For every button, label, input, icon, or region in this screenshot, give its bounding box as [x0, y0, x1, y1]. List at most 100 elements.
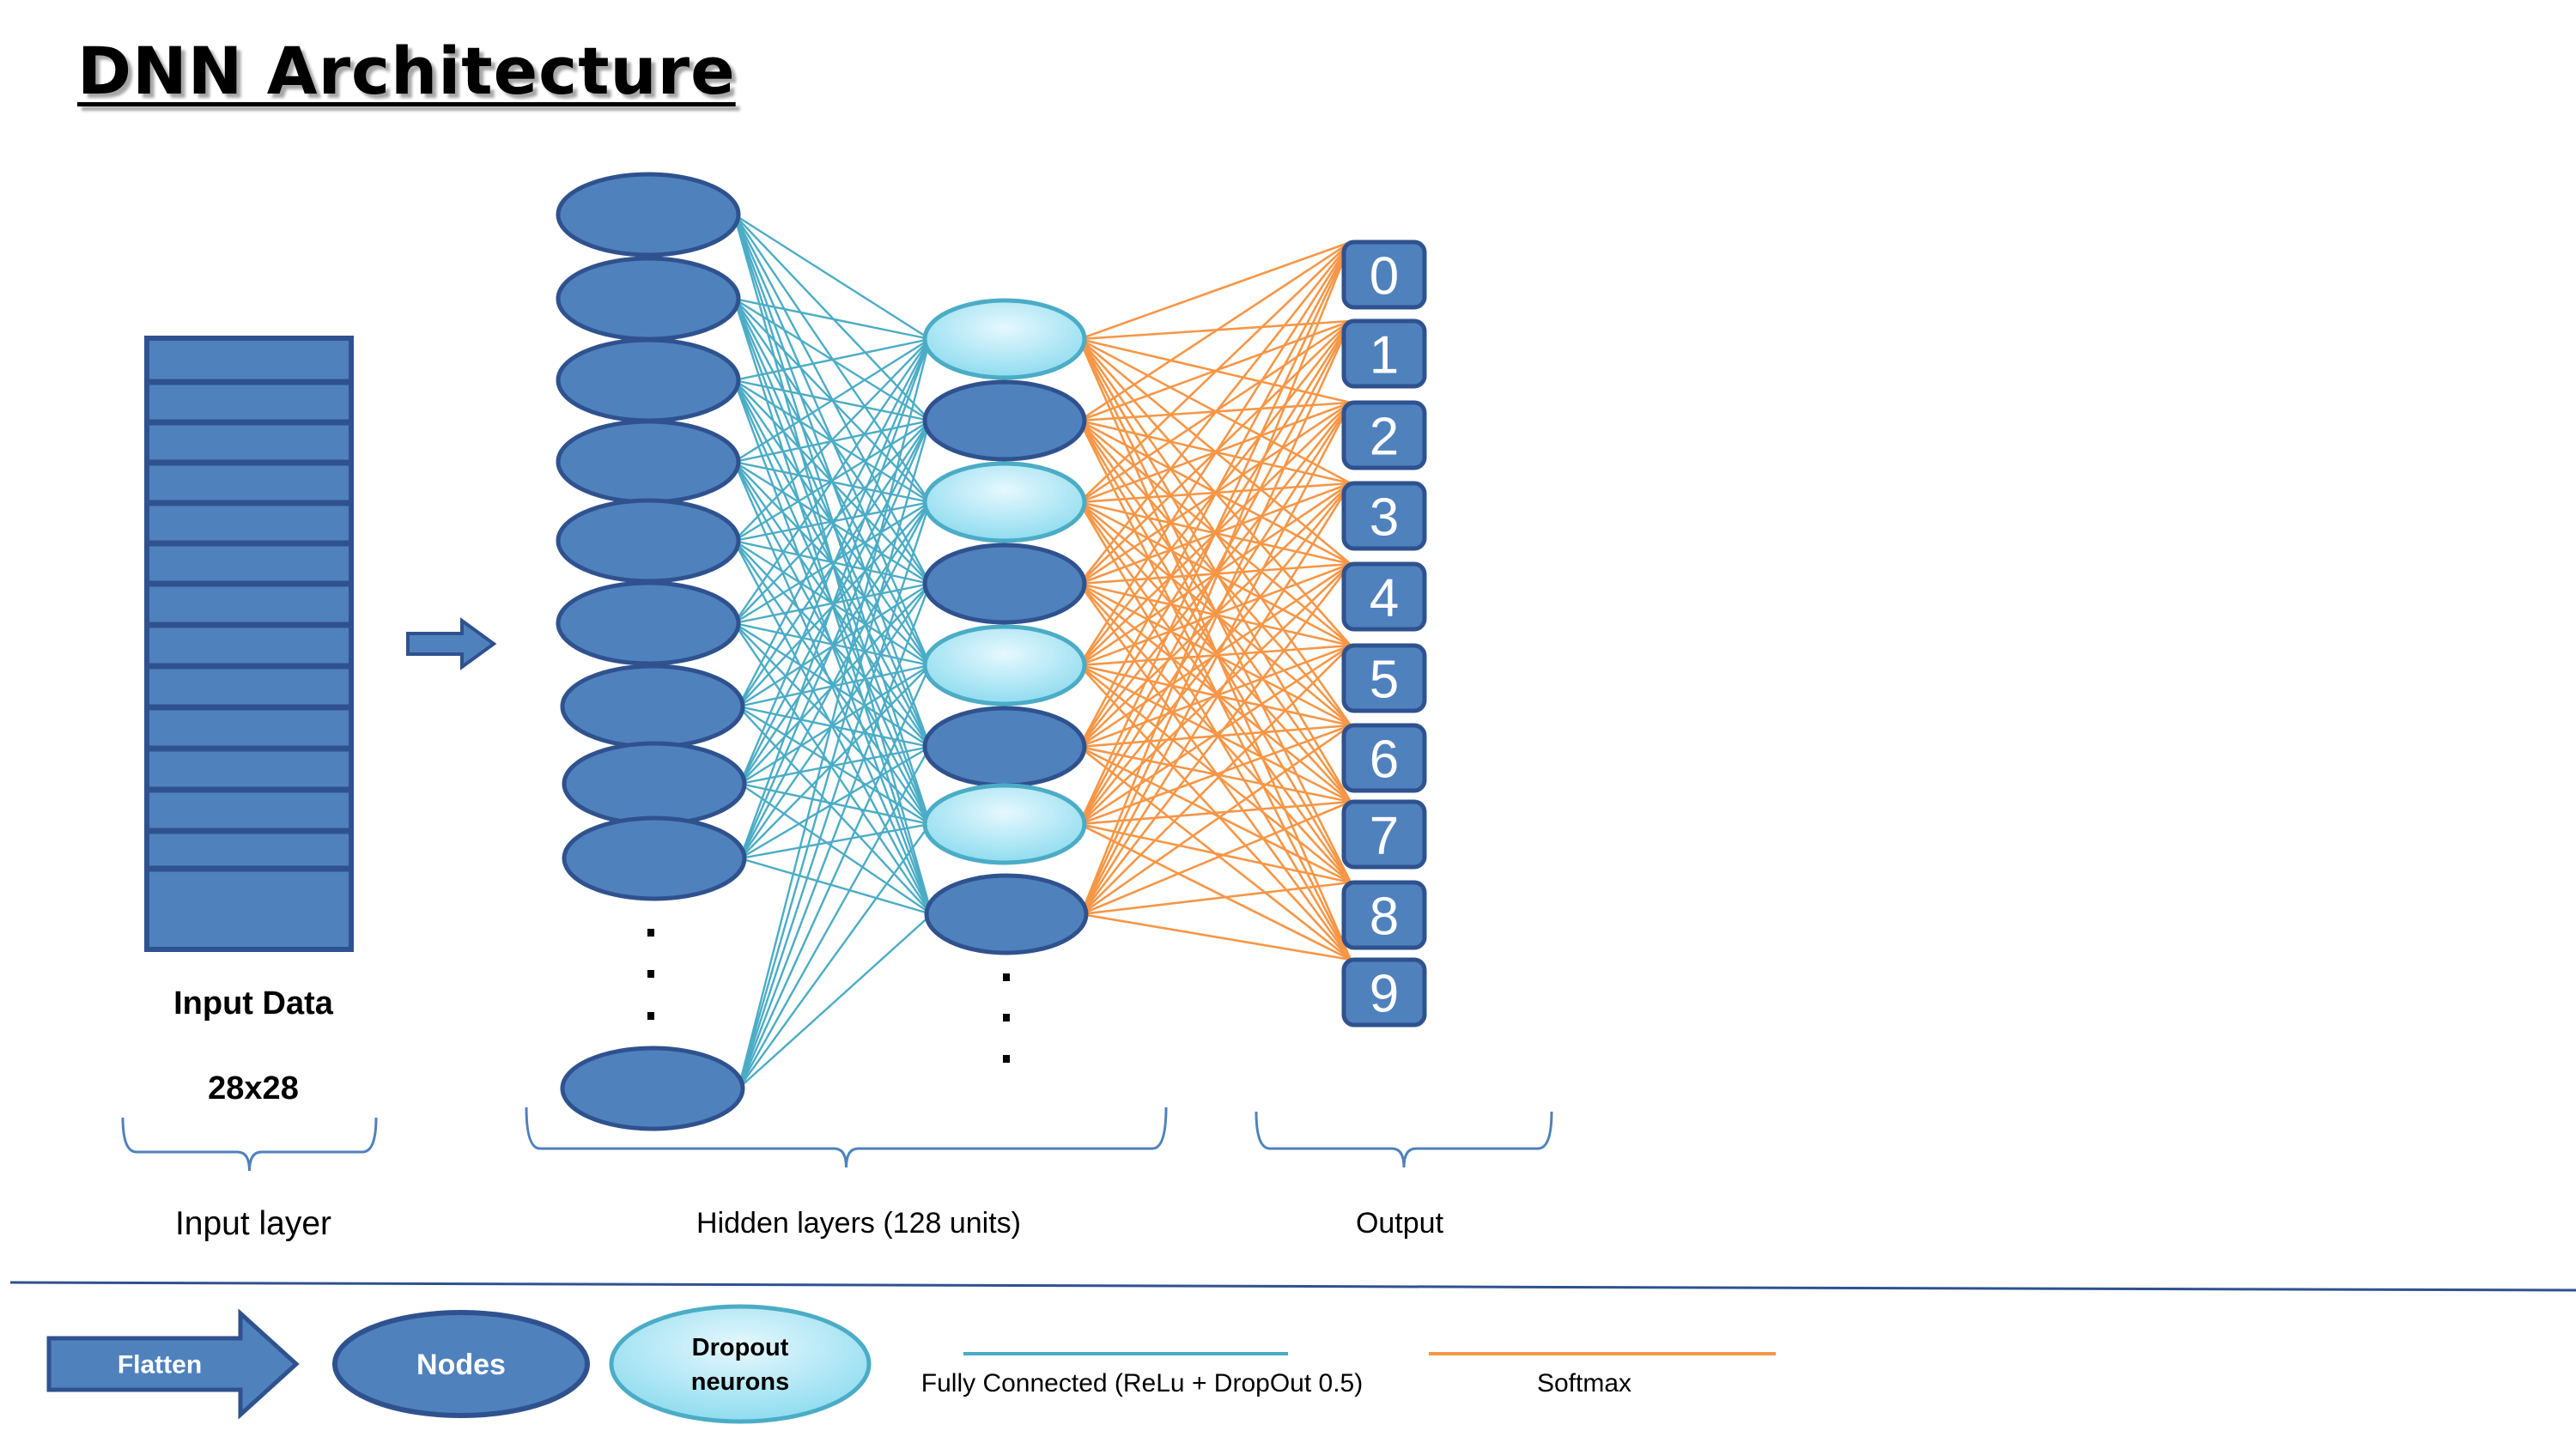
fc-connection [739, 822, 931, 860]
softmax-connection [1080, 881, 1352, 916]
legend-flatten-arrow [46, 1308, 300, 1420]
fc-connection [738, 420, 932, 785]
hidden-node [556, 498, 741, 584]
softmax-connection [1078, 420, 1352, 803]
diagram-title: DNN Architecture [77, 33, 736, 109]
fc-connection [739, 664, 931, 859]
hidden-layers-caption: Hidden layers (128 units) [696, 1207, 1021, 1240]
fc-connection [733, 582, 931, 625]
output-label: 8 [1370, 888, 1399, 947]
fc-connection [733, 500, 931, 625]
hidden-node [922, 706, 1087, 788]
fc-connection [732, 461, 933, 915]
hidden-layers-brace [525, 1106, 1168, 1168]
output-label: 0 [1370, 247, 1399, 306]
softmax-connection [1078, 241, 1352, 503]
softmax-connection [1078, 241, 1352, 748]
input-size-label: 28x28 [208, 1070, 299, 1106]
softmax-connection [1079, 241, 1352, 915]
hidden-node [556, 419, 741, 505]
legend-fully-connected-label: Fully Connected (ReLu + DropOut 0.5) [920, 1369, 1364, 1397]
dropout-node [922, 298, 1087, 380]
input-layer-caption: Input layer [174, 1205, 332, 1242]
softmax-connection [1078, 320, 1352, 825]
fc-connection [733, 297, 931, 341]
output-node [1341, 318, 1427, 389]
softmax-connection [1078, 241, 1352, 825]
ellipsis-dot [647, 1012, 654, 1020]
output-node [1341, 481, 1427, 551]
softmax-connection [1078, 240, 1352, 422]
softmax-connection [1078, 501, 1352, 961]
softmax-connection [1078, 644, 1352, 826]
flatten-arrow [406, 617, 497, 670]
fc-connection [738, 913, 933, 1089]
input-data-label: Input Data [173, 985, 333, 1022]
legend-softmax-label: Softmax [1536, 1369, 1632, 1397]
fc-connection [737, 746, 932, 1089]
legend-flatten-label: Flatten [118, 1351, 202, 1379]
hidden-node [556, 256, 741, 342]
softmax-connection [1078, 420, 1352, 961]
ellipsis-dot [647, 970, 654, 978]
output-label: 6 [1370, 731, 1399, 790]
output-caption: Output [1355, 1207, 1444, 1240]
softmax-connection [1078, 241, 1352, 585]
input-data-block [144, 336, 354, 952]
fc-connection [739, 857, 933, 916]
softmax-connection [1078, 402, 1352, 825]
legend-dropout-label-2: neurons [691, 1368, 789, 1396]
fc-connection [739, 782, 931, 826]
fc-connection [738, 823, 931, 1089]
hidden-node [922, 543, 1087, 625]
ellipsis-dot [647, 929, 654, 937]
fc-connection [737, 664, 932, 1089]
fc-connection [737, 583, 932, 1089]
fc-connection [739, 583, 931, 785]
dropout-node [922, 783, 1087, 865]
output-node [1341, 880, 1427, 950]
softmax-connection [1078, 745, 1352, 884]
softmax-connection [1078, 563, 1352, 825]
output-label: 7 [1370, 807, 1399, 866]
output-label: 2 [1370, 408, 1399, 467]
fc-connection [738, 420, 932, 859]
output-label: 5 [1370, 651, 1399, 710]
output-label: 1 [1370, 326, 1399, 385]
hidden-node [556, 172, 741, 258]
input-layer-brace [121, 1117, 378, 1172]
legend-dropout-label-1: Dropout [692, 1334, 789, 1361]
fc-connection [739, 501, 931, 785]
softmax-connection [1080, 645, 1352, 915]
output-label: 4 [1370, 569, 1399, 628]
hidden-node [562, 741, 747, 827]
fc-connection [737, 420, 932, 1089]
output-label: 3 [1370, 488, 1399, 548]
legend-nodes-label: Nodes [416, 1349, 506, 1381]
hidden-node [556, 580, 741, 666]
fc-connection [737, 338, 932, 1089]
hidden-node [560, 664, 745, 749]
output-node [1341, 239, 1427, 310]
fc-connection [739, 664, 931, 785]
output-node [1341, 561, 1427, 632]
softmax-connection [1079, 402, 1352, 915]
softmax-connection [1080, 912, 1352, 961]
ellipsis-dot [1003, 1055, 1010, 1063]
fc-connection [738, 338, 932, 859]
output-node [1341, 957, 1427, 1028]
legend-node [332, 1310, 590, 1418]
fc-connection [733, 337, 931, 464]
softmax-connection [1078, 240, 1352, 341]
softmax-connection [1078, 482, 1352, 825]
softmax-connection [1079, 563, 1352, 915]
fc-connection [732, 214, 932, 825]
softmax-connection [1079, 482, 1352, 915]
softmax-connection [1078, 241, 1352, 666]
softmax-connection [1080, 724, 1352, 916]
dropout-node [922, 624, 1087, 706]
hidden-node [560, 1046, 745, 1131]
fc-connection [739, 783, 933, 915]
ellipsis-dot [1003, 1014, 1010, 1022]
